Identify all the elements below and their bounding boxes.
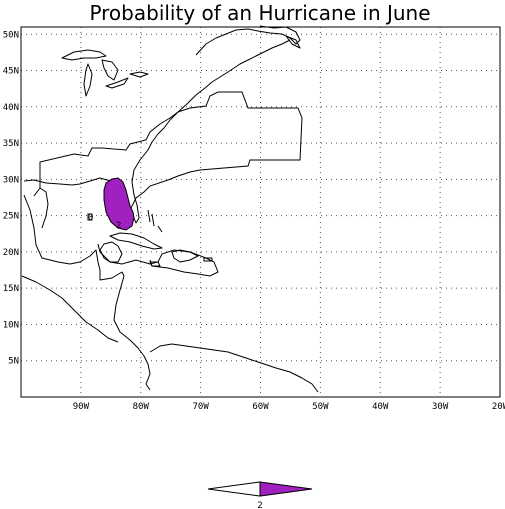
- coastline-yucatan: [99, 241, 123, 263]
- coastline-cuba: [109, 232, 163, 250]
- coastline-hispaniola: [171, 249, 199, 263]
- contour-outer: [39, 91, 303, 211]
- shaded-value-label: 2: [116, 221, 121, 231]
- lon-tick-label: 90W: [73, 402, 90, 412]
- lon-tick-label: 70W: [192, 402, 209, 412]
- lake-huron: [101, 59, 119, 81]
- colorbar-label: 2: [257, 501, 262, 509]
- lon-tick-label: 60W: [252, 402, 269, 412]
- map-frame: [20, 26, 501, 398]
- gridlines: [21, 27, 501, 397]
- lake-superior: [61, 49, 107, 61]
- coastline-bahamas: [147, 209, 163, 233]
- lat-tick-label: 30N: [3, 175, 19, 185]
- contour-caribbean: [97, 243, 219, 277]
- lat-tick-label: 25N: [3, 212, 19, 222]
- lon-tick-label: 50W: [312, 402, 329, 412]
- lake-ontario: [129, 71, 149, 78]
- coastline-newfoundland: [285, 35, 301, 49]
- lat-tick-label: 15N: [3, 284, 19, 294]
- lat-tick-label: 20N: [3, 248, 19, 258]
- coastline-canada-maritime: [195, 25, 301, 56]
- lat-tick-label: 10N: [3, 320, 19, 330]
- probability-contours: [33, 91, 303, 277]
- lat-tick-label: 50N: [3, 30, 19, 40]
- coastline-us-east: [23, 39, 291, 224]
- lat-tick-label: 45N: [3, 67, 19, 77]
- contour-small-loop: [87, 213, 93, 221]
- colorbar: 2: [207, 481, 313, 509]
- contour-label: 0: [88, 213, 93, 223]
- latitude-labels: 5N 10N 15N 20N 25N 30N 35N 40N 45N 50N: [3, 30, 19, 366]
- colorbar-left-segment: [207, 481, 261, 497]
- longitude-labels: 90W 80W 70W 60W 50W 40W 30W 20W: [73, 402, 505, 412]
- map-title: Probability of an Hurricane in June: [89, 1, 430, 25]
- coastline-south-america: [149, 343, 319, 393]
- lat-tick-label: 40N: [3, 103, 19, 113]
- lake-erie: [105, 77, 129, 89]
- lat-tick-label: 35N: [3, 139, 19, 149]
- colorbar-right-segment: [259, 481, 313, 497]
- coastline-pacific-mexico: [21, 275, 119, 343]
- lat-tick-label: 5N: [8, 357, 19, 367]
- contour-gulf-left: [33, 187, 49, 229]
- lon-tick-label: 80W: [133, 402, 150, 412]
- coastline-mexico-central-america: [23, 194, 151, 391]
- coastlines: [21, 25, 319, 393]
- lon-tick-label: 20W: [492, 402, 505, 412]
- shaded-probability-region: [103, 177, 135, 231]
- lon-tick-label: 30W: [432, 402, 449, 412]
- lon-tick-label: 40W: [372, 402, 389, 412]
- lake-michigan: [83, 63, 93, 97]
